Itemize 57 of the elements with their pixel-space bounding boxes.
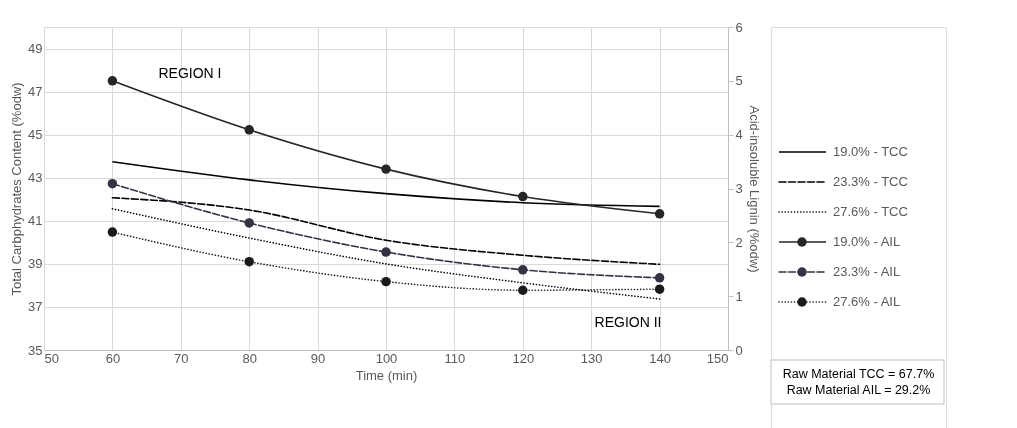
x-tick-label: 100 [375, 350, 398, 366]
legend-label: 19.0% - AIL [833, 234, 901, 249]
y2-tick-label: 6 [735, 19, 743, 35]
x-tick-label: 60 [105, 350, 121, 366]
text: Raw Material TCC = 67.7% [782, 367, 935, 381]
y2-tick-label: 2 [735, 234, 743, 250]
legend-label: 23.3% - AIL [833, 264, 901, 279]
point [244, 125, 254, 135]
legend-label: 27.6% - AIL [833, 294, 901, 309]
y-tick-label: 43 [28, 170, 43, 186]
point [518, 285, 528, 295]
point [107, 76, 118, 86]
point [518, 265, 528, 275]
point [518, 191, 528, 202]
y2-axis-title: Acid-insoluble Lignin (%odw) [746, 105, 762, 273]
y-tick-label: 35 [28, 342, 43, 358]
y-axis-title: Total Carbphydrates Content (%odw) [9, 82, 25, 296]
point [381, 247, 391, 257]
x-tick-label: 90 [310, 350, 326, 366]
point [654, 273, 665, 283]
point [244, 256, 254, 267]
legend-label: 23.3% - TCC [833, 174, 908, 189]
point [654, 284, 665, 294]
y-tick-label: 39 [28, 256, 43, 272]
annotation: REGION I [158, 65, 222, 81]
x-tick-label: 110 [444, 350, 466, 366]
annotation: REGION II [594, 314, 662, 330]
legend-label: 19.0% - TCC [833, 144, 908, 159]
x-tick-label: 130 [580, 350, 603, 366]
point [244, 218, 254, 228]
line-series [111, 196, 661, 266]
text: Raw Material AIL = 29.2% [786, 383, 931, 397]
point [654, 209, 665, 219]
y2-tick-label: 4 [735, 127, 743, 143]
x-tick-label: 50 [44, 350, 59, 366]
x-axis-title: Time (min) [355, 367, 418, 383]
x-tick-label: 120 [512, 350, 535, 366]
y-tick-label: 37 [28, 299, 43, 315]
x-tick-label: 140 [649, 350, 671, 366]
point [107, 178, 118, 189]
y-tick-label: 41 [28, 213, 43, 229]
x-tick-label: 70 [174, 350, 189, 366]
legend-label: 27.6% - TCC [833, 204, 908, 219]
point [381, 164, 391, 174]
line-series [111, 161, 661, 208]
point [381, 276, 391, 287]
x-tick-label: 150 [706, 350, 729, 366]
y2-tick-label: 3 [735, 181, 743, 196]
y-tick-label: 45 [28, 127, 43, 143]
y-tick-label: 49 [28, 41, 43, 57]
y2-tick-label: 1 [735, 288, 743, 304]
line-series [111, 207, 661, 300]
x-tick-label: 80 [242, 350, 257, 366]
point [107, 227, 118, 237]
y2-tick-label: 5 [735, 73, 743, 89]
y2-tick-label: 0 [735, 342, 743, 358]
y-tick-label: 47 [28, 84, 43, 100]
